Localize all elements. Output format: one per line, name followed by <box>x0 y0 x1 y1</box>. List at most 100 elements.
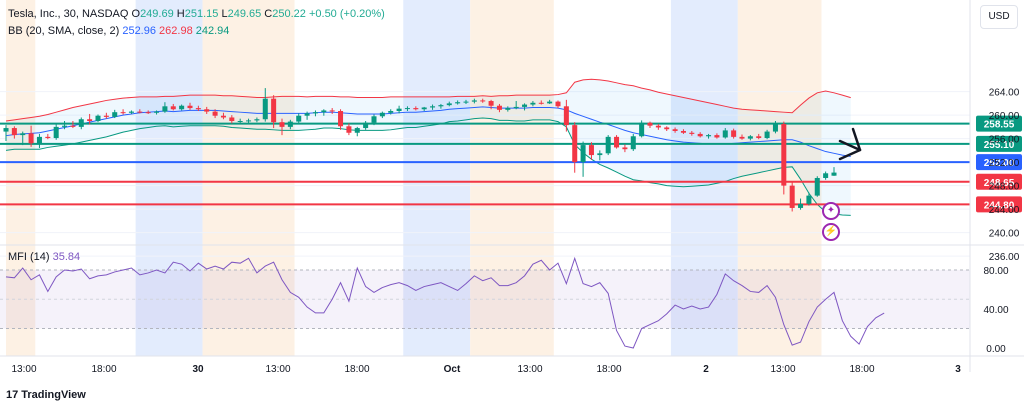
candle-body <box>229 117 235 121</box>
candle <box>513 101 519 110</box>
candle-body <box>271 98 277 123</box>
candle-body <box>371 116 377 123</box>
candle <box>154 110 160 115</box>
level-tag-label: 252.00 <box>984 158 1015 169</box>
candle <box>772 121 778 134</box>
candle-body <box>354 128 360 133</box>
price-tick-label: 248.00 <box>989 182 1020 193</box>
candle-body <box>145 112 151 114</box>
candle-body <box>329 110 335 112</box>
brand-name: TradingView <box>21 389 86 401</box>
candle-body <box>455 102 461 104</box>
candle-body <box>513 106 519 109</box>
candle-body <box>3 128 9 132</box>
candle <box>137 109 143 114</box>
candle-body <box>179 105 185 110</box>
price-axis: 264.00 260.00 256.00 252.00 248.00 244.00 240.… <box>969 0 1020 372</box>
level-tag-label: 258.55 <box>984 120 1015 131</box>
mfi-band <box>0 269 970 329</box>
currency-button[interactable]: USD <box>980 5 1018 29</box>
candle <box>304 111 310 120</box>
sparkle-icon[interactable]: ✦ <box>822 202 840 220</box>
candle <box>287 119 293 130</box>
candle-body <box>279 122 285 127</box>
candle <box>204 106 210 114</box>
session-blue <box>670 0 738 356</box>
candle-body <box>20 133 26 136</box>
candle-body <box>162 106 168 112</box>
session-orange <box>6 0 36 356</box>
candle <box>480 98 486 103</box>
time-tick-label: 18:00 <box>596 364 621 375</box>
candle <box>145 110 151 114</box>
candle-body <box>588 145 594 156</box>
bolt-icon[interactable]: ⚡ <box>822 223 840 241</box>
symbol-name[interactable]: Tesla, Inc., 30, NASDAQ <box>8 8 129 20</box>
candle-body <box>28 133 34 144</box>
candle <box>20 131 26 146</box>
candle <box>329 108 335 114</box>
candle-body <box>187 105 193 109</box>
candle <box>697 132 703 138</box>
candle-body <box>731 130 737 137</box>
candle <box>162 102 168 113</box>
candle <box>212 109 218 119</box>
time-tick-label: 3 <box>955 364 961 375</box>
candle-body <box>53 126 59 139</box>
candle-body <box>120 112 126 114</box>
candle-body <box>622 147 628 150</box>
candle-body <box>62 125 68 127</box>
candle <box>28 125 34 147</box>
candle-body <box>471 100 477 102</box>
candle-body <box>404 108 410 110</box>
candle <box>446 101 452 107</box>
candle-body <box>781 123 787 186</box>
candle <box>296 113 302 124</box>
candle <box>806 192 812 206</box>
candle <box>605 135 611 156</box>
candle-body <box>664 127 670 130</box>
level-tag <box>976 135 1022 152</box>
candle-body <box>522 104 528 107</box>
candle <box>120 109 126 115</box>
candle-body <box>379 112 385 117</box>
candle <box>588 142 594 160</box>
candle-body <box>630 136 636 150</box>
candle-body <box>814 177 820 196</box>
candle <box>62 121 68 130</box>
time-axis: 13:00 18:00 30 13:00 18:00 Oct 13:00 18:00 2 13:0… <box>11 364 961 375</box>
candle-body <box>321 110 327 113</box>
candle-body <box>798 203 804 208</box>
mfi-header[interactable]: MFI (14) 35.84 <box>8 251 80 263</box>
bb-header[interactable]: BB (20, SMA, close, 2) 252.96 262.98 242… <box>8 25 229 37</box>
price-tick-label: 260.00 <box>989 111 1020 122</box>
price-tick-label: 244.00 <box>989 205 1020 216</box>
tradingview-brand[interactable]: 17 TradingView <box>6 389 86 401</box>
session-orange <box>737 0 822 356</box>
open-value: 249.69 <box>140 8 174 20</box>
time-tick-label: 2 <box>703 364 709 375</box>
candle <box>346 123 352 136</box>
candle-body <box>396 108 402 112</box>
candle-body <box>747 136 753 139</box>
candle-body <box>413 108 419 110</box>
candle-body <box>772 123 778 132</box>
candle-body <box>505 108 511 110</box>
candle-body <box>563 106 569 126</box>
candle-body <box>204 109 210 112</box>
candle-body <box>195 108 201 110</box>
level-tag <box>976 154 1022 171</box>
candle-body <box>831 172 837 176</box>
candle <box>714 133 720 139</box>
high-value: 251.15 <box>184 8 219 20</box>
candle-body <box>580 145 586 163</box>
candle-body <box>304 113 310 116</box>
candle <box>70 121 76 129</box>
candle-body <box>764 131 770 139</box>
candle <box>45 133 51 140</box>
candle-body <box>706 135 712 137</box>
candle-body <box>722 130 728 138</box>
candle-body <box>11 128 17 136</box>
candlesticks <box>3 88 837 212</box>
